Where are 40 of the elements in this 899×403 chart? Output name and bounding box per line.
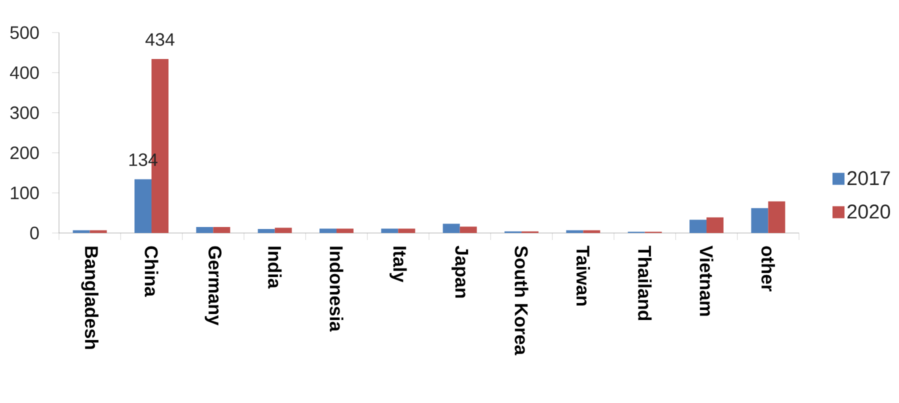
bar — [196, 226, 214, 233]
bar — [768, 201, 786, 233]
x-tick-label: Vietnam — [700, 246, 714, 316]
bar — [90, 230, 107, 233]
bar — [751, 208, 768, 233]
bar — [460, 226, 477, 233]
x-tick-label: South Korea — [514, 246, 528, 356]
x-tick-label: other — [761, 246, 775, 292]
x-tick-label: Germany — [204, 246, 222, 326]
bar — [320, 228, 337, 233]
bar — [258, 228, 275, 233]
bar — [213, 226, 230, 233]
x-tick-label: Indonesia — [330, 246, 344, 332]
bar — [381, 228, 398, 233]
bar — [706, 217, 724, 233]
x-tick-label: Japan — [452, 246, 468, 298]
bar — [583, 230, 600, 233]
bar — [690, 220, 707, 233]
x-tick-label: Taiwan — [576, 246, 590, 306]
y-tick-label: 300 — [10, 106, 39, 120]
bar — [566, 230, 584, 233]
bar — [72, 230, 90, 233]
legend-label: 2020 — [848, 204, 890, 219]
x-tick-label: China — [144, 246, 158, 297]
legend-label: 2017 — [848, 171, 890, 186]
x-tick-label: Thailand — [638, 246, 652, 320]
data-label: 434 — [145, 33, 174, 46]
bar — [134, 179, 152, 233]
y-tick-label: 100 — [10, 186, 39, 200]
y-tick-label: 400 — [10, 66, 39, 80]
x-tick-label: India — [268, 246, 282, 289]
bar — [274, 228, 292, 233]
bar — [336, 228, 354, 233]
x-tick-label: Bangladesh — [81, 246, 98, 349]
bar — [398, 228, 416, 233]
y-tick-label: 0 — [30, 226, 39, 240]
y-tick-label: 500 — [10, 26, 39, 39]
bar — [442, 224, 460, 233]
x-tick-label: Italy — [390, 246, 407, 282]
y-tick-label: 200 — [10, 146, 39, 160]
